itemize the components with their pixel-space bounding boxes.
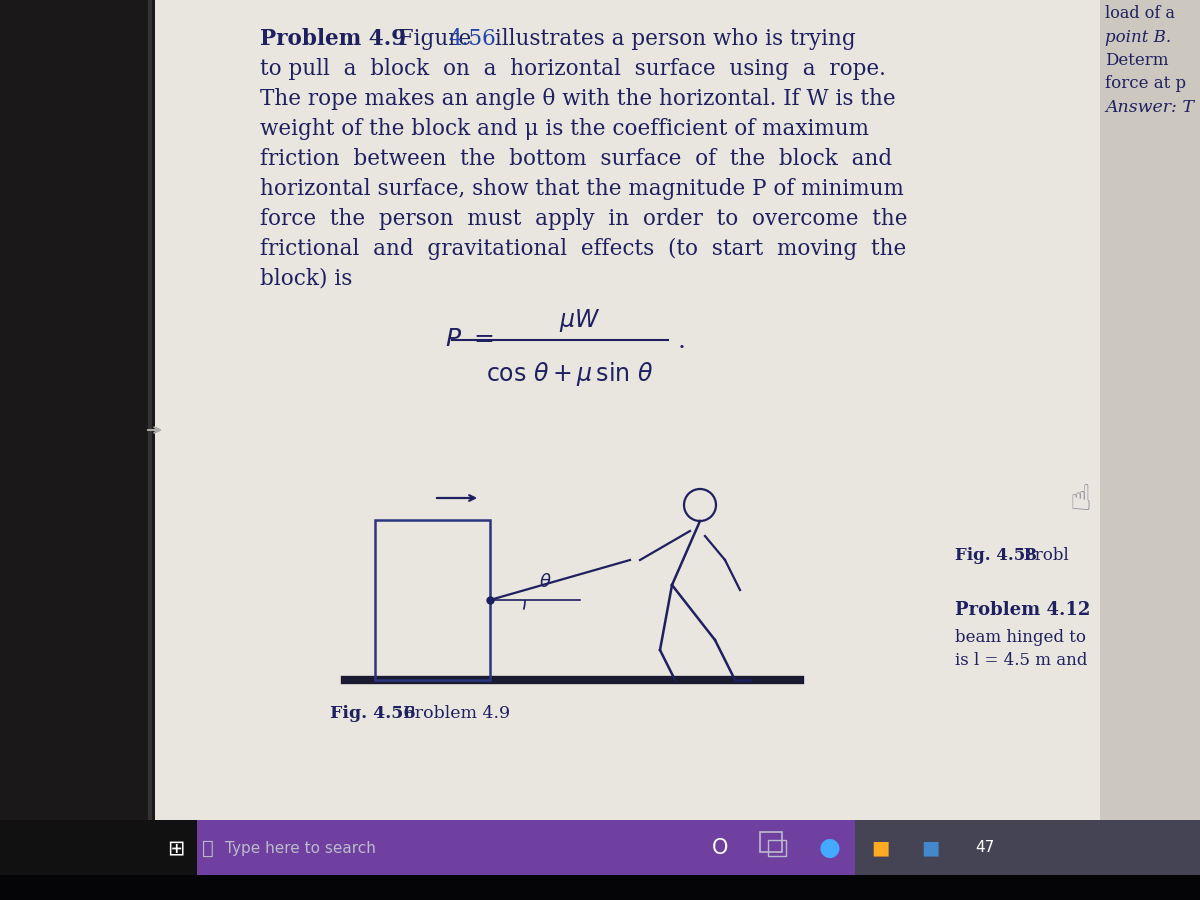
Text: .: .: [678, 330, 686, 354]
Text: The rope makes an angle θ with the horizontal. If W is the: The rope makes an angle θ with the horiz…: [260, 88, 895, 110]
Text: load of a: load of a: [1105, 5, 1175, 22]
Text: beam hinged to: beam hinged to: [955, 629, 1086, 646]
Bar: [760, 832, 782, 852]
Text: $\mu W$: $\mu W$: [559, 307, 601, 334]
Text: horizontal surface, show that the magnitude P of minimum: horizontal surface, show that the magnit…: [260, 178, 904, 200]
Bar: [768, 840, 786, 856]
Text: frictional  and  gravitational  effects  (to  start  moving  the: frictional and gravitational effects (to…: [260, 238, 906, 260]
Text: illustrates a person who is trying: illustrates a person who is trying: [488, 28, 856, 50]
Bar: [155, 820, 854, 875]
Text: ●: ●: [820, 836, 841, 860]
Text: Type here to search: Type here to search: [226, 841, 376, 856]
Bar: [854, 820, 1200, 875]
Text: Probl: Probl: [1013, 547, 1069, 564]
Bar: [155, 820, 197, 875]
Text: ⌕: ⌕: [202, 839, 214, 858]
Text: Answer: T: Answer: T: [1105, 99, 1194, 116]
Text: Problem 4.9: Problem 4.9: [392, 705, 510, 722]
Text: ⊞: ⊞: [167, 838, 185, 858]
Text: Figure: Figure: [392, 28, 478, 50]
Bar: [0, 820, 1200, 900]
Text: Problem 4.12: Problem 4.12: [955, 601, 1091, 619]
Bar: [0, 875, 1200, 900]
Text: weight of the block and μ is the coefficient of maximum: weight of the block and μ is the coeffic…: [260, 118, 869, 140]
Bar: [155, 0, 1100, 820]
Text: Fig. 4.56: Fig. 4.56: [330, 705, 415, 722]
Text: $\cos\,\theta + \mu\,\sin\,\theta$: $\cos\,\theta + \mu\,\sin\,\theta$: [486, 360, 654, 388]
Bar: [1100, 0, 1200, 820]
Text: block) is: block) is: [260, 268, 353, 290]
Text: ■: ■: [920, 839, 940, 858]
Text: ■: ■: [871, 839, 889, 858]
Text: ☝: ☝: [1069, 483, 1091, 517]
Text: O: O: [712, 838, 728, 858]
Text: Fig. 4.58: Fig. 4.58: [955, 547, 1037, 564]
Bar: [374, 520, 490, 680]
Text: Determ: Determ: [1105, 52, 1169, 69]
Text: Problem 4.9: Problem 4.9: [260, 28, 406, 50]
Text: 4.56: 4.56: [448, 28, 496, 50]
Text: is l = 4.5 m and: is l = 4.5 m and: [955, 652, 1087, 669]
Bar: [0, 0, 155, 900]
Text: point B.: point B.: [1105, 29, 1171, 46]
Text: to pull  a  block  on  a  horizontal  surface  using  a  rope.: to pull a block on a horizontal surface …: [260, 58, 886, 80]
Text: force  the  person  must  apply  in  order  to  overcome  the: force the person must apply in order to …: [260, 208, 907, 230]
Text: friction  between  the  bottom  surface  of  the  block  and: friction between the bottom surface of t…: [260, 148, 892, 170]
Text: $P\ =$: $P\ =$: [445, 328, 493, 352]
Text: 47: 47: [976, 841, 995, 856]
Text: $\theta$: $\theta$: [539, 573, 551, 591]
Text: force at p: force at p: [1105, 75, 1186, 92]
